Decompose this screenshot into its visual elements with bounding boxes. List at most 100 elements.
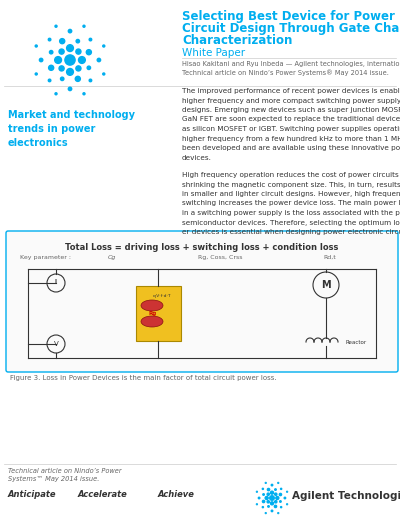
Text: Rd,t: Rd,t — [323, 255, 336, 260]
Circle shape — [256, 504, 257, 505]
Text: Circuit Design Through Gate Charge: Circuit Design Through Gate Charge — [182, 22, 400, 35]
Bar — [136, 286, 180, 341]
Text: er devices is essential when designing power electronic circuits.: er devices is essential when designing p… — [182, 229, 400, 235]
Circle shape — [50, 50, 53, 54]
Text: Accelerate: Accelerate — [78, 490, 128, 499]
Text: Key parameter :: Key parameter : — [20, 255, 71, 260]
Circle shape — [271, 484, 273, 486]
Circle shape — [76, 49, 81, 54]
Circle shape — [55, 93, 57, 95]
Circle shape — [60, 39, 65, 44]
Circle shape — [267, 500, 269, 503]
Circle shape — [262, 500, 265, 502]
Circle shape — [89, 79, 92, 82]
Circle shape — [265, 482, 266, 483]
Circle shape — [275, 500, 277, 503]
Circle shape — [267, 493, 269, 495]
Circle shape — [256, 491, 257, 492]
Text: switching increases the power device loss. The main power loss: switching increases the power device los… — [182, 200, 400, 207]
Circle shape — [89, 38, 92, 41]
Circle shape — [263, 494, 264, 495]
Circle shape — [35, 45, 37, 47]
Text: in a switching power supply is the loss associated with the power: in a switching power supply is the loss … — [182, 210, 400, 216]
Circle shape — [279, 493, 282, 496]
Text: Cg: Cg — [108, 255, 116, 260]
Circle shape — [265, 496, 268, 499]
Text: White Paper: White Paper — [182, 48, 245, 58]
Circle shape — [68, 87, 72, 91]
Circle shape — [97, 59, 101, 62]
Circle shape — [78, 56, 85, 63]
Text: q·V·f·d·T: q·V·f·d·T — [153, 294, 171, 297]
Circle shape — [103, 73, 105, 75]
Text: GaN FET are soon expected to replace the traditional devices such: GaN FET are soon expected to replace the… — [182, 117, 400, 122]
Circle shape — [275, 489, 276, 491]
Circle shape — [49, 65, 54, 70]
Circle shape — [39, 59, 43, 62]
Circle shape — [76, 39, 80, 43]
Text: Market and technology
trends in power
electronics: Market and technology trends in power el… — [8, 110, 135, 148]
Circle shape — [270, 496, 274, 500]
Text: designs. Emerging new devices such as super junction MOSFET or: designs. Emerging new devices such as su… — [182, 107, 400, 113]
Circle shape — [35, 73, 37, 75]
Text: Technical article on Nindo’s Power Systems® May 2014 issue.: Technical article on Nindo’s Power Syste… — [182, 69, 389, 76]
Circle shape — [59, 66, 64, 71]
Text: Jl: Jl — [54, 280, 58, 284]
Circle shape — [262, 507, 264, 508]
Text: higher frequency from a few hundred kHz to more than 1 MHz have: higher frequency from a few hundred kHz … — [182, 136, 400, 141]
Circle shape — [274, 505, 277, 508]
Circle shape — [276, 496, 279, 499]
Text: Agilent Technologies: Agilent Technologies — [292, 491, 400, 501]
Text: Achieve: Achieve — [158, 490, 195, 499]
Circle shape — [76, 66, 81, 71]
Circle shape — [103, 45, 105, 47]
Circle shape — [59, 49, 64, 54]
Circle shape — [268, 506, 269, 507]
Text: Total Loss = driving loss + switching loss + condition loss: Total Loss = driving loss + switching lo… — [65, 243, 339, 252]
Circle shape — [83, 25, 85, 27]
Text: V: V — [54, 341, 58, 347]
Text: High frequency operation reduces the cost of power circuits by: High frequency operation reduces the cos… — [182, 172, 400, 178]
Text: Hisao Kakitani and Ryu Inbeda — Agilent technologies, international Japan Ltd.: Hisao Kakitani and Ryu Inbeda — Agilent … — [182, 61, 400, 67]
Circle shape — [287, 504, 288, 505]
Circle shape — [60, 77, 64, 80]
Circle shape — [75, 76, 80, 81]
Text: Characterization: Characterization — [182, 34, 292, 47]
Text: Technical article on Nindo’s Power
Systems™ May 2014 issue.: Technical article on Nindo’s Power Syste… — [8, 468, 122, 482]
Circle shape — [68, 30, 72, 33]
Text: as silicon MOSFET or IGBT. Switching power supplies operating at: as silicon MOSFET or IGBT. Switching pow… — [182, 126, 400, 132]
Text: The improved performance of recent power devices is enabling: The improved performance of recent power… — [182, 88, 400, 94]
Circle shape — [267, 488, 270, 491]
Circle shape — [55, 56, 62, 63]
Circle shape — [271, 510, 273, 512]
FancyBboxPatch shape — [6, 231, 398, 372]
Circle shape — [65, 55, 75, 65]
Circle shape — [86, 50, 91, 55]
Text: Rg, Coss, Crss: Rg, Coss, Crss — [198, 255, 242, 260]
Text: semiconductor devices. Therefore, selecting the optimum low pow-: semiconductor devices. Therefore, select… — [182, 220, 400, 225]
Circle shape — [287, 491, 288, 492]
Ellipse shape — [141, 316, 163, 327]
Circle shape — [48, 79, 51, 82]
Text: Anticipate: Anticipate — [8, 490, 56, 499]
Circle shape — [278, 482, 279, 483]
Circle shape — [66, 68, 74, 75]
Circle shape — [48, 38, 51, 41]
Circle shape — [258, 497, 260, 499]
Ellipse shape — [141, 300, 163, 311]
Text: shrinking the magnetic component size. This, in turn, results: shrinking the magnetic component size. T… — [182, 181, 400, 188]
Circle shape — [275, 493, 277, 495]
Circle shape — [55, 25, 57, 27]
Circle shape — [284, 497, 286, 499]
Text: Reactor: Reactor — [346, 339, 367, 344]
Circle shape — [270, 491, 274, 494]
Circle shape — [83, 93, 85, 95]
Circle shape — [280, 501, 281, 502]
Text: Figure 3. Loss in Power Devices is the main factor of total circuit power loss.: Figure 3. Loss in Power Devices is the m… — [10, 375, 277, 381]
Circle shape — [280, 507, 282, 508]
Text: Rg: Rg — [149, 311, 157, 316]
Circle shape — [280, 488, 282, 490]
Text: been developed and are available using these innovative power: been developed and are available using t… — [182, 145, 400, 151]
Text: Selecting Best Device for Power: Selecting Best Device for Power — [182, 10, 395, 23]
Text: devices.: devices. — [182, 154, 212, 161]
